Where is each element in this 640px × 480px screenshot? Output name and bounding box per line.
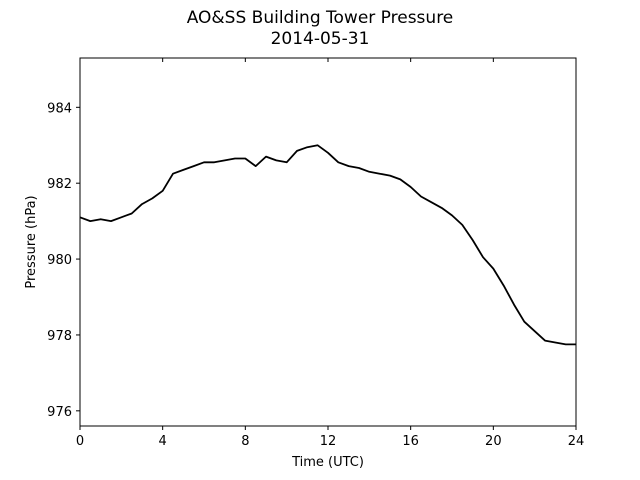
chart-subtitle: 2014-05-31	[270, 29, 370, 49]
chart-title: AO&SS Building Tower Pressure	[186, 8, 454, 28]
y-tick-label: 978	[47, 329, 72, 344]
y-tick-label: 980	[47, 253, 72, 268]
y-tick-label: 976	[47, 405, 72, 420]
x-tick-label: 8	[241, 434, 249, 449]
y-tick-label: 984	[47, 101, 72, 116]
x-tick-label: 0	[76, 434, 84, 449]
pressure-series-line	[79, 144, 576, 346]
plot-frame	[79, 57, 577, 427]
x-tick-label: 4	[159, 434, 167, 449]
x-tick-label: 16	[402, 434, 419, 449]
x-axis-label: Time (UTC)	[291, 455, 364, 470]
y-tick-label: 982	[47, 177, 72, 192]
y-axis-label: Pressure (hPa)	[24, 195, 39, 288]
x-tick-label: 20	[485, 434, 502, 449]
x-tick-label: 24	[568, 434, 585, 449]
x-tick-label: 12	[320, 434, 337, 449]
